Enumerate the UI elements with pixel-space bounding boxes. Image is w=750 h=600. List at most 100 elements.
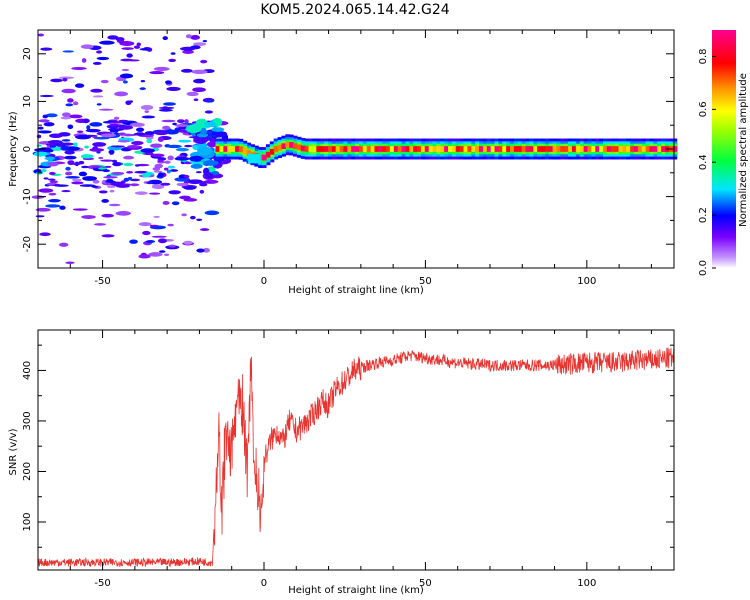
heatmap-cell: [133, 45, 141, 49]
heatmap-cell: [39, 232, 51, 237]
heatmap-cell: [75, 134, 91, 140]
heatmap-cell: [92, 61, 102, 65]
heatmap-cell: [86, 125, 91, 130]
heatmap-cell: [200, 59, 208, 64]
heatmap-cell: [79, 184, 96, 187]
heatmap-cell: [166, 86, 181, 91]
heatmap-cell: [324, 146, 329, 152]
heatmap-cell: [191, 69, 208, 75]
heatmap-cell: [48, 192, 57, 196]
heatmap-cell: [170, 52, 176, 55]
heatmap-cell: [100, 159, 115, 162]
heatmap-cell: [548, 146, 554, 152]
heatmap-cell: [162, 125, 171, 130]
heatmap-cell: [44, 156, 56, 161]
heatmap-cell: [149, 224, 159, 228]
x-tick-label: 0: [261, 578, 267, 589]
heatmap-cell: [451, 146, 457, 152]
heatmap-cell: [242, 148, 248, 155]
heatmap-cell: [490, 146, 496, 152]
heatmap-cell: [166, 144, 182, 149]
heatmap-cell: [424, 146, 430, 152]
snr-series: [37, 347, 675, 568]
heatmap-cell: [49, 146, 64, 151]
y-tick-label: 20: [22, 47, 33, 60]
heatmap-cell: [378, 146, 383, 152]
heatmap-cell: [575, 146, 581, 152]
heatmap-cell: [38, 126, 44, 130]
heatmap-cell: [141, 115, 156, 119]
heatmap-cell: [38, 188, 54, 193]
heatmap-cell: [167, 223, 174, 227]
heatmap-cell: [180, 46, 196, 51]
heatmap-cell: [583, 146, 589, 152]
heatmap-cell: [127, 176, 133, 181]
heatmap-cell: [153, 215, 160, 218]
heatmap-cell: [560, 146, 565, 152]
heatmap-cell: [140, 105, 154, 110]
heatmap-cell: [544, 146, 550, 152]
heatmap-cell: [238, 146, 244, 153]
heatmap-cell: [81, 58, 87, 63]
heatmap-cell: [62, 77, 68, 82]
heatmap-cell: [223, 146, 228, 152]
heatmap-cell: [273, 146, 279, 152]
heatmap-cell: [101, 198, 109, 203]
heatmap-cell: [174, 124, 190, 127]
heatmap-cell: [595, 146, 600, 152]
heatmap-cell: [112, 161, 122, 167]
spectrogram-y-axis-label: Frequency (Hz): [8, 111, 19, 187]
heatmap-cell: [190, 215, 196, 220]
heatmap-cell: [199, 183, 208, 187]
heatmap-cell: [168, 244, 176, 248]
heatmap-cell: [115, 211, 132, 216]
heatmap-cell: [296, 144, 302, 151]
snr-x-axis-label: Height of straight line (km): [288, 585, 424, 596]
heatmap-cell: [153, 66, 170, 71]
heatmap-cell: [150, 143, 163, 148]
heatmap-cell: [206, 141, 217, 148]
heatmap-cell: [127, 145, 140, 149]
heatmap-cell: [661, 146, 666, 152]
heatmap-cell: [118, 119, 129, 123]
heatmap-cell: [106, 185, 116, 188]
heatmap-cell: [176, 182, 189, 187]
heatmap-cell: [657, 146, 662, 152]
heatmap-cell: [61, 112, 71, 118]
x-tick-label: -50: [94, 276, 110, 287]
heatmap-cell: [193, 98, 199, 101]
heatmap-cell: [467, 146, 472, 152]
heatmap-cell: [169, 169, 179, 172]
heatmap-cell: [65, 166, 71, 171]
x-tick-label: 50: [419, 276, 432, 287]
heatmap-cell: [184, 144, 193, 148]
y-tick-label: 10: [22, 95, 33, 108]
heatmap-cell: [192, 87, 206, 93]
heatmap-cell: [525, 146, 531, 152]
heatmap-cell: [129, 239, 138, 244]
heatmap-cell: [49, 180, 58, 184]
heatmap-cell: [126, 53, 133, 58]
heatmap-cell: [281, 143, 286, 149]
heatmap-cell: [231, 146, 236, 152]
heatmap-cell: [471, 146, 476, 152]
heatmap-cell: [498, 146, 503, 152]
heatmap-cell: [49, 133, 63, 139]
heatmap-cell: [185, 34, 192, 39]
heatmap-cell: [62, 50, 74, 53]
heatmap-cell: [80, 154, 94, 159]
heatmap-cell: [48, 198, 61, 203]
x-tick-label: 100: [577, 276, 596, 287]
heatmap-cell: [134, 170, 149, 174]
heatmap-cell: [131, 141, 144, 146]
colorbar-gradient: [712, 30, 736, 268]
heatmap-cell: [110, 145, 126, 148]
heatmap-cell: [436, 146, 441, 152]
heatmap-cell: [65, 103, 74, 107]
heatmap-cell: [118, 125, 134, 130]
heatmap-cell: [92, 142, 107, 147]
heatmap-cell: [138, 222, 152, 227]
heatmap-cell: [36, 144, 42, 147]
heatmap-cell: [502, 146, 507, 152]
